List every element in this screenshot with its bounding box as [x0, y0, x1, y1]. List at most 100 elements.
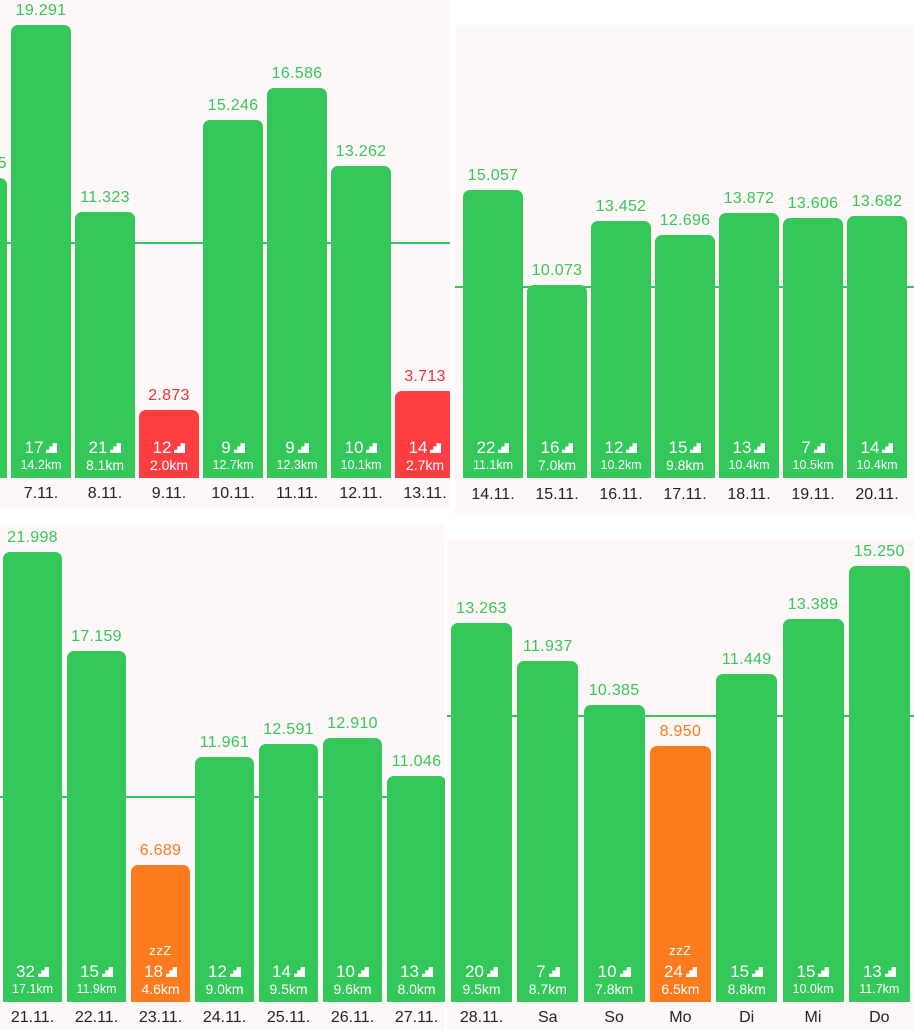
bar-Sa[interactable]: 7 8.7km [517, 660, 579, 1002]
bar-7.11.[interactable]: 17 14.2km [11, 24, 71, 478]
bar-So[interactable]: 10 7.8km [583, 704, 645, 1002]
floors-value: 14 [860, 437, 880, 457]
stairs-icon [882, 443, 894, 453]
date-label: 20.11. [855, 486, 899, 503]
chart-panel-week-1: 5 17 14.2km 19.291 7.11. 21 8.1km 11.323 8.11. 12… [0, 0, 450, 508]
stairs-icon [46, 443, 58, 453]
stairs-icon [233, 443, 245, 453]
bar-27.11.[interactable]: 13 8.0km [387, 775, 445, 1002]
value-label: 13.606 [787, 194, 839, 212]
date-label: 13.11. [403, 485, 447, 502]
floors-climbed: 20 [451, 962, 512, 981]
date-label: 19.11. [791, 486, 835, 503]
bar-17.11.[interactable]: 15 9.8km [655, 235, 715, 478]
value-label: 12.696 [659, 212, 711, 230]
bar-details: 10 10.1km [331, 438, 391, 474]
bar-18.11.[interactable]: 13 10.4km [719, 212, 779, 478]
distance-km: 6.5km [661, 980, 700, 997]
stairs-icon [626, 443, 638, 453]
stairs-icon [297, 443, 309, 453]
value-label: 11.046 [391, 752, 442, 770]
bar-Mo[interactable]: zzZ 24 6.5km [649, 745, 711, 1002]
value-label: 15.246 [207, 96, 259, 114]
bar-14.11.[interactable]: 22 11.1km [463, 190, 523, 478]
bar-26.11.[interactable]: 10 9.6km [323, 737, 382, 1002]
value-label: 5 [0, 154, 7, 172]
bar-24.11.[interactable]: 12 9.0km [195, 757, 254, 1002]
bar-25.11.[interactable]: 14 9.5km [259, 744, 318, 1002]
date-label: Mo [669, 1009, 692, 1026]
distance-km: 9.5km [462, 980, 501, 997]
bar-details: 7 10.5km [783, 438, 843, 474]
date-label: Sa [538, 1009, 558, 1026]
floors-value: 10 [597, 961, 617, 981]
bar-partial[interactable] [0, 177, 7, 478]
floors-value: 13 [400, 961, 419, 981]
floors-value: 12 [208, 961, 227, 981]
value-label: 21.998 [7, 528, 58, 546]
floors-value: 13 [862, 961, 882, 981]
distance-km: 10.1km [340, 457, 382, 472]
distance-km: 9.6km [333, 980, 372, 997]
floors-climbed: 24 [650, 962, 711, 981]
floors-value: 14 [408, 437, 428, 457]
stairs-icon [165, 967, 177, 977]
bar-details: 22 11.1km [463, 438, 523, 474]
distance-km: 9.8km [665, 456, 705, 473]
value-label: 10.073 [531, 262, 583, 280]
date-label: 11.11. [275, 485, 319, 502]
bar-12.11.[interactable]: 10 10.1km [331, 166, 391, 478]
distance-km: 8.7km [528, 980, 567, 997]
date-label: Di [739, 1009, 755, 1026]
bar-11.11.[interactable]: 9 12.3km [267, 88, 327, 478]
bar-9.11.[interactable]: 12 2.0km [139, 410, 199, 478]
floors-value: 10 [344, 437, 364, 457]
floors-value: 20 [465, 961, 484, 981]
floors-climbed: 12 [591, 438, 651, 457]
distance-km: 10.5km [792, 457, 834, 472]
floors-climbed: 10 [331, 438, 391, 457]
bar-details: 15 8.8km [716, 962, 777, 998]
floors-value: 15 [796, 961, 816, 981]
distance-km: 8.0km [397, 980, 436, 997]
stairs-icon [813, 443, 825, 453]
floors-climbed: 15 [67, 962, 126, 981]
floors-value: 14 [272, 961, 291, 981]
bar-Mi[interactable]: 15 10.0km [782, 618, 844, 1002]
distance-km: 12.7km [212, 457, 254, 472]
stairs-icon [421, 967, 433, 977]
bar-Do[interactable]: 13 11.7km [848, 565, 910, 1002]
value-label: 12.591 [263, 721, 314, 739]
bar-13.11.[interactable]: 14 2.7km [395, 390, 450, 478]
floors-climbed: 10 [323, 962, 382, 981]
distance-km: 9.0km [205, 980, 244, 997]
bar-details: 13 10.4km [719, 438, 779, 474]
date-label: 14.11. [471, 486, 515, 503]
value-label: 13.262 [335, 143, 387, 161]
bar-20.11.[interactable]: 14 10.4km [847, 216, 907, 478]
value-label: 13.682 [851, 193, 903, 211]
bar-22.11.[interactable]: 15 11.9km [67, 650, 126, 1002]
bar-19.11.[interactable]: 7 10.5km [783, 217, 843, 478]
bar-15.11.[interactable]: 16 7.0km [527, 285, 587, 478]
stairs-icon [818, 967, 830, 977]
value-label: 17.159 [71, 627, 122, 645]
floors-climbed: 14 [259, 962, 318, 981]
floors-climbed: 15 [783, 962, 844, 981]
bar-28.11.[interactable]: 20 9.5km [451, 622, 512, 1002]
distance-km: 11.7km [859, 981, 900, 996]
stairs-icon [357, 967, 369, 977]
bar-8.11.[interactable]: 21 8.1km [75, 211, 135, 478]
value-label: 11.937 [523, 637, 573, 655]
bar-21.11.[interactable]: 32 17.1km [3, 551, 62, 1002]
bar-details: 20 9.5km [451, 962, 512, 998]
value-label: 13.263 [456, 599, 507, 617]
bar-23.11.[interactable]: zzZ 18 4.6km [131, 865, 190, 1002]
distance-km: 7.8km [595, 980, 634, 997]
bar-16.11.[interactable]: 12 10.2km [591, 220, 651, 478]
bar-10.11.[interactable]: 9 12.7km [203, 119, 263, 478]
bar-Di[interactable]: 15 8.8km [716, 674, 778, 1002]
bar-details: 14 10.4km [847, 438, 907, 474]
distance-km: 10.2km [600, 457, 642, 472]
bar-details: 32 17.1km [3, 962, 62, 998]
